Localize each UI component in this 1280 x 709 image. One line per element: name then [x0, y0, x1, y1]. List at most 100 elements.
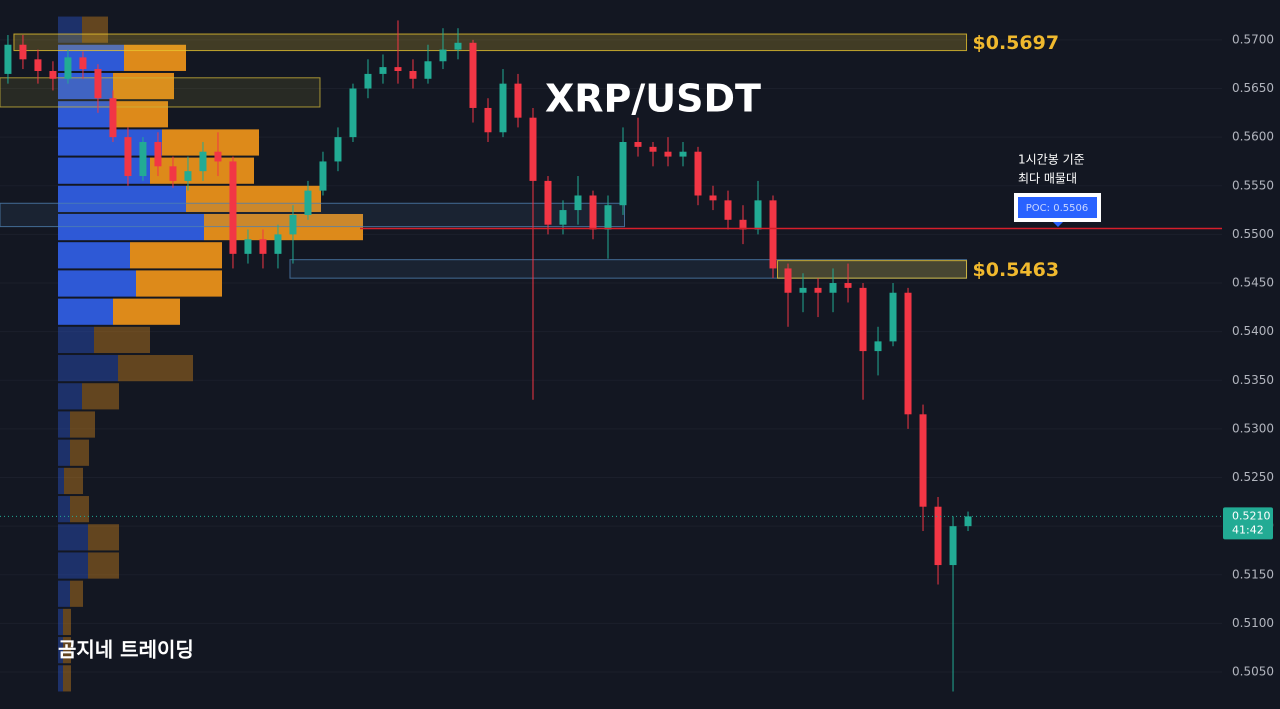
- candle-body: [34, 59, 42, 71]
- y-tick-label: 0.5150: [1232, 567, 1274, 581]
- y-tick-label: 0.5250: [1232, 470, 1274, 484]
- candle-body: [814, 287, 822, 293]
- poc-pointer: [1053, 222, 1063, 227]
- y-tick-label: 0.5550: [1232, 178, 1274, 192]
- candle-body: [949, 526, 957, 566]
- profile-buy-bar: [58, 439, 70, 466]
- countdown: 41:42: [1232, 523, 1264, 536]
- y-tick-label: 0.5500: [1232, 227, 1274, 241]
- profile-sell-bar: [124, 44, 186, 71]
- candle-body: [664, 151, 672, 157]
- candle-body: [4, 44, 12, 74]
- last-price-badge: [1223, 507, 1273, 540]
- candle-body: [334, 137, 342, 162]
- profile-sell-bar: [63, 665, 71, 692]
- candle-body: [529, 117, 537, 181]
- candle-body: [19, 44, 27, 60]
- candle-body: [409, 70, 417, 79]
- candle-body: [214, 151, 222, 162]
- candle-body: [259, 239, 267, 254]
- candle-body: [829, 283, 837, 293]
- candle-body: [724, 200, 732, 220]
- profile-buy-bar: [58, 101, 113, 128]
- profile-sell-bar: [70, 580, 83, 607]
- y-tick-label: 0.5050: [1232, 665, 1274, 679]
- y-tick-label: 0.5400: [1232, 324, 1274, 338]
- candle-body: [49, 70, 57, 79]
- candle-body: [904, 292, 912, 415]
- candle-body: [604, 205, 612, 230]
- candle-body: [934, 506, 942, 566]
- profile-buy-bar: [58, 467, 64, 495]
- zone-label: $0.5463: [973, 259, 1060, 281]
- chart-title: XRP/USDT: [545, 77, 761, 121]
- candle-body: [574, 195, 582, 211]
- candle-body: [394, 67, 402, 71]
- profile-sell-bar: [136, 270, 222, 297]
- candle-body: [139, 141, 147, 177]
- price-zone: [13, 33, 968, 52]
- candle-body: [379, 67, 387, 74]
- candle-body: [589, 195, 597, 230]
- profile-sell-bar: [118, 355, 193, 382]
- candle-body: [199, 151, 207, 172]
- candles: [4, 20, 972, 692]
- last-price-label: 0.5210: [1232, 509, 1271, 522]
- profile-buy-bar: [58, 326, 94, 354]
- candle-body: [229, 161, 237, 254]
- candle-body: [469, 42, 477, 108]
- profile-buy-bar: [58, 355, 118, 382]
- candle-body: [919, 414, 927, 507]
- candle-body: [79, 57, 87, 70]
- watermark: 곰지네 트레이딩: [58, 638, 194, 662]
- poc-box-inner: [1018, 197, 1097, 218]
- overlay: 0.50500.51000.51500.52000.52500.53000.53…: [0, 32, 1274, 679]
- zones: [0, 33, 968, 279]
- candle-body: [889, 292, 897, 342]
- poc-label: POC: 0.5506: [1026, 203, 1088, 214]
- profile-buy-bar: [58, 608, 63, 636]
- candle-body: [364, 73, 372, 89]
- candle-body: [454, 42, 462, 50]
- profile-sell-bar: [82, 383, 119, 410]
- y-tick-label: 0.5650: [1232, 81, 1274, 95]
- candle-body: [94, 69, 102, 99]
- profile-sell-bar: [70, 439, 89, 466]
- candle-body: [169, 166, 177, 181]
- candle-body: [349, 88, 357, 138]
- candle-body: [289, 214, 297, 235]
- candle-body: [559, 210, 567, 225]
- price-zone: [0, 202, 626, 228]
- candle-body: [499, 83, 507, 133]
- y-tick-label: 0.5450: [1232, 276, 1274, 290]
- profile-sell-bar: [82, 16, 108, 43]
- annotation: 최다 매물대: [1018, 172, 1077, 186]
- profile-buy-bar: [58, 552, 88, 579]
- candle-body: [619, 141, 627, 206]
- candle-body: [694, 151, 702, 196]
- price-zone: [0, 77, 321, 108]
- zone-label: $0.5697: [973, 32, 1060, 54]
- y-tick-label: 0.5350: [1232, 373, 1274, 387]
- y-tick-label: 0.5100: [1232, 616, 1274, 630]
- profile-sell-bar: [88, 552, 119, 579]
- candle-body: [769, 200, 777, 269]
- y-tick-label: 0.5300: [1232, 421, 1274, 435]
- profile-buy-bar: [58, 16, 82, 43]
- candle-body: [754, 200, 762, 230]
- price-zone: [777, 260, 968, 279]
- profile-sell-bar: [64, 467, 83, 495]
- candle-body: [64, 57, 72, 79]
- candle-body: [874, 341, 882, 352]
- profile-sell-bar: [113, 298, 180, 325]
- candle-body: [544, 180, 552, 225]
- profile-buy-bar: [58, 580, 70, 607]
- profile-buy-bar: [58, 242, 130, 269]
- candle-body: [799, 287, 807, 293]
- y-tick-label: 0.5700: [1232, 32, 1274, 46]
- profile-sell-bar: [113, 101, 168, 128]
- profile-sell-bar: [130, 242, 222, 269]
